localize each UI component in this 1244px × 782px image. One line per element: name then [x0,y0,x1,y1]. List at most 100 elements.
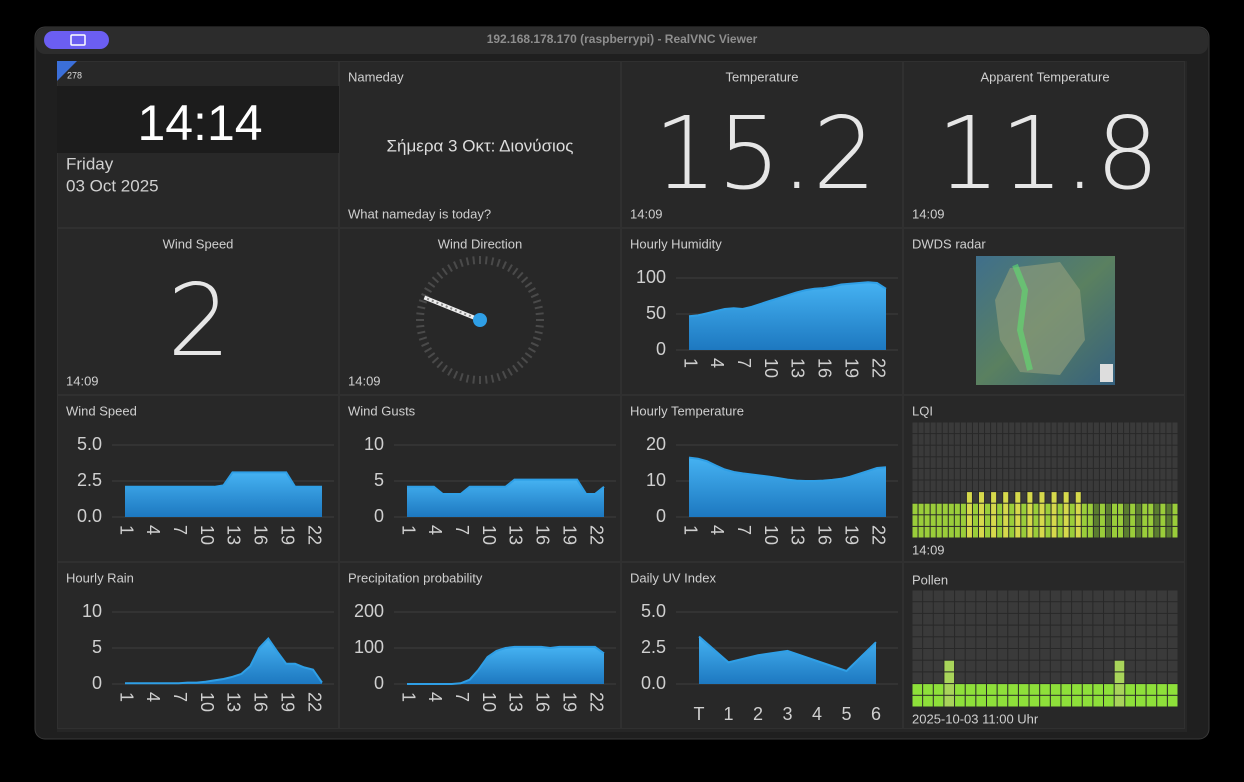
level-cell [1063,503,1069,515]
empty-cell [972,445,978,457]
level-cell [1045,503,1051,515]
empty-cell [986,672,997,684]
empty-cell [1039,422,1045,434]
empty-cell [1040,590,1050,602]
empty-cell [997,625,1008,637]
empty-cell [1099,468,1105,480]
gauge-tick [512,364,519,373]
level-cell [1146,684,1157,695]
window-title: 192.168.178.170 (raspberrypi) - RealVNC … [487,32,758,46]
tile [339,395,621,562]
empty-cell [1136,434,1142,445]
level-cell [1082,695,1093,707]
empty-cell [1029,625,1040,637]
tile [621,61,903,228]
level-cell [1087,503,1093,515]
empty-cell [1061,637,1072,648]
empty-cell [1081,434,1087,445]
empty-cell [1081,457,1087,468]
empty-cell [997,457,1003,468]
empty-cell [1008,637,1018,648]
level-cell [1135,684,1146,695]
empty-cell [1112,468,1118,480]
level-cell [924,503,930,515]
empty-cell [1105,492,1111,503]
empty-cell [933,625,944,637]
lqi-grid [912,422,1178,538]
empty-cell [1045,422,1051,434]
empty-cell [1142,457,1148,468]
empty-cell [997,637,1008,648]
empty-cell [976,625,986,637]
empty-cell [1050,660,1061,672]
empty-cell [991,434,997,445]
empty-cell [954,457,960,468]
level-cell [1114,672,1125,684]
empty-cell [1124,434,1130,445]
empty-cell [1166,492,1172,503]
x-tick-label: 1 [116,525,136,535]
empty-cell [1125,660,1135,672]
level-cell [997,503,1003,515]
level-cell [1021,503,1027,515]
empty-cell [1040,649,1050,660]
gauge-tick [424,287,433,293]
empty-cell [997,672,1008,684]
empty-cell [1015,434,1021,445]
gauge-tick [534,330,543,335]
empty-cell [965,613,976,625]
empty-cell [1015,445,1021,457]
empty-cell [1029,613,1040,625]
tile-time: 14:09 [66,373,99,388]
empty-cell [1093,649,1104,660]
level-cell [1015,492,1021,503]
empty-cell [1166,422,1172,434]
gauge-tick [427,352,436,359]
x-tick-label: 22 [304,692,324,712]
empty-cell [997,468,1003,480]
empty-cell [979,480,985,492]
empty-cell [1146,625,1157,637]
level-cell [936,526,942,538]
empty-cell [912,625,923,637]
empty-cell [1112,434,1118,445]
level-cell [1008,695,1018,707]
empty-cell [1135,637,1146,648]
empty-cell [1093,445,1099,457]
empty-cell [1146,590,1157,602]
empty-cell [972,480,978,492]
x-tick-label: 16 [251,692,271,712]
empty-cell [930,422,936,434]
level-cell [1050,684,1061,695]
empty-cell [918,492,924,503]
y-tick-label: 0.0 [641,673,666,693]
empty-cell [1167,602,1178,613]
level-cell [1114,695,1125,707]
empty-cell [1069,445,1075,457]
empty-cell [1045,434,1051,445]
empty-cell [1099,422,1105,434]
y-tick-label: 5 [374,470,384,490]
level-cell [1093,684,1104,695]
tile-title: DWDS radar [912,236,986,251]
empty-cell [1135,613,1146,625]
empty-cell [1160,492,1166,503]
toolbar-icon [70,34,86,46]
chart-title: Wind Speed [66,403,137,418]
x-tick-label: 19 [277,692,297,712]
empty-cell [948,422,954,434]
level-cell [1081,503,1087,515]
gauge-tick [496,258,501,268]
x-tick-label: 13 [788,358,808,378]
nameday-text: Σήμερα 3 Οκτ: Διονύσιος [387,136,574,155]
level-cell [942,515,948,526]
empty-cell [1033,480,1039,492]
empty-cell [1029,637,1040,648]
empty-cell [923,649,933,660]
gauge-tick [453,370,459,379]
gauge-tick [459,372,464,382]
empty-cell [1008,590,1018,602]
empty-cell [986,602,997,613]
empty-cell [1167,637,1178,648]
toolbar-button[interactable] [44,31,109,49]
